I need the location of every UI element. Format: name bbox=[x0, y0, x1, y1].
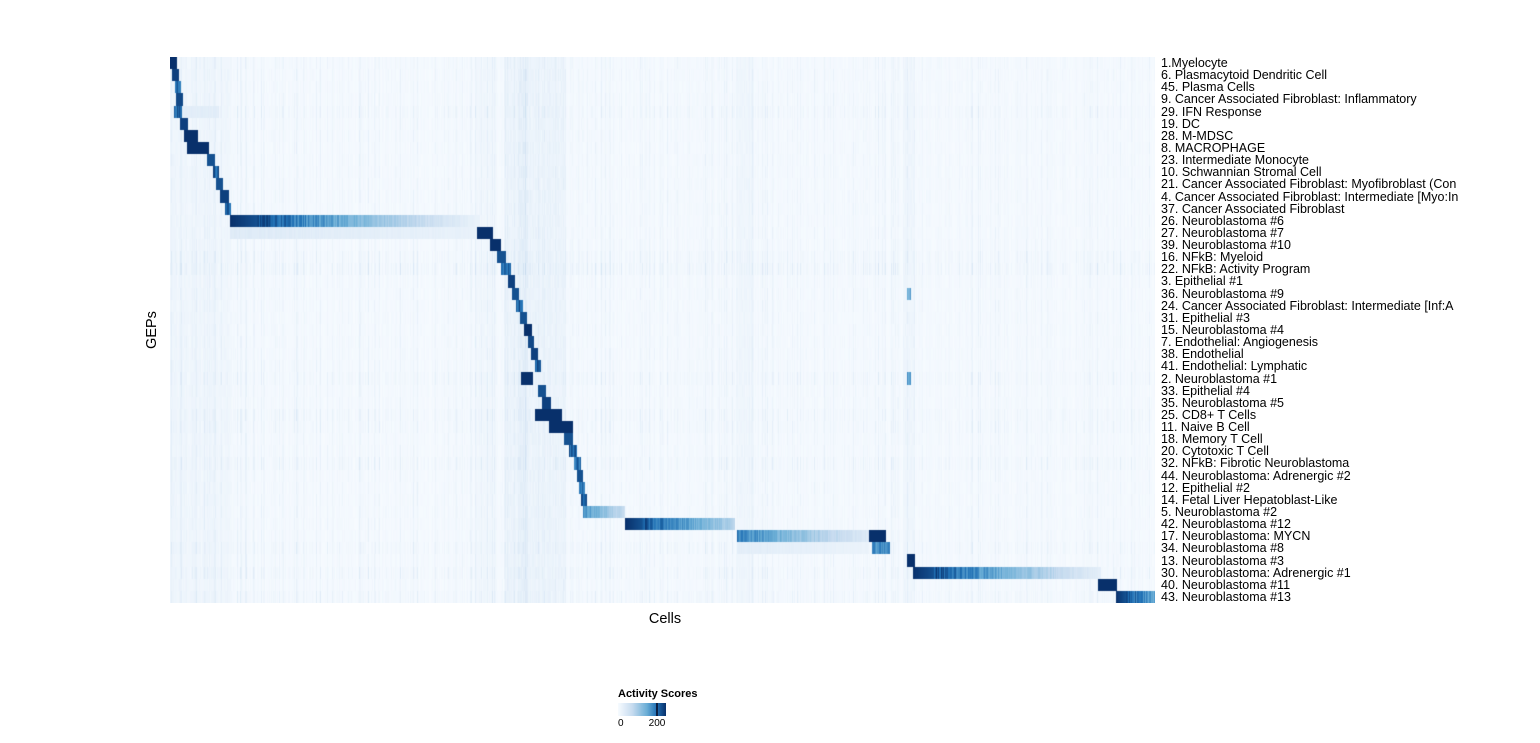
row-label: 18. Memory T Cell bbox=[1161, 432, 1263, 447]
row-label: 7. Endothelial: Angiogenesis bbox=[1161, 335, 1319, 350]
row-label: 43. Neuroblastoma #13 bbox=[1161, 589, 1291, 604]
row-label: 9. Cancer Associated Fibroblast: Inflamm… bbox=[1161, 92, 1417, 107]
row-label: 33. Epithelial #4 bbox=[1161, 383, 1250, 398]
legend-tick-labels: 0 200 bbox=[618, 718, 678, 730]
row-label: 12. Epithelial #2 bbox=[1161, 480, 1250, 495]
row-label: 26. Neuroblastoma #6 bbox=[1161, 213, 1284, 228]
row-label: 25. CD8+ T Cells bbox=[1161, 407, 1257, 422]
row-label: 32. NFkB: Fibrotic Neuroblastoma bbox=[1161, 456, 1350, 471]
row-label: 16. NFkB: Myeloid bbox=[1161, 250, 1264, 265]
row-label: 31. Epithelial #3 bbox=[1161, 310, 1250, 325]
y-axis-label: GEPs bbox=[144, 311, 160, 349]
row-label: 1.Myelocyte bbox=[1161, 56, 1228, 71]
row-labels: 1.Myelocyte 6. Plasmacytoid Dendritic Cel… bbox=[1161, 56, 1540, 604]
row-label: 24. Cancer Associated Fibroblast: Interm… bbox=[1161, 298, 1454, 313]
row-label: 37. Cancer Associated Fibroblast bbox=[1161, 201, 1345, 216]
legend-gradient-bar bbox=[618, 703, 666, 716]
row-label: 28. M-MDSC bbox=[1161, 128, 1234, 143]
row-label: 29. IFN Response bbox=[1161, 104, 1262, 119]
row-label: 13. Neuroblastoma #3 bbox=[1161, 553, 1284, 568]
row-label: 11. Naive B Cell bbox=[1161, 420, 1250, 435]
row-label: 3. Epithelial #1 bbox=[1161, 274, 1244, 289]
row-label: 15. Neuroblastoma #4 bbox=[1161, 322, 1284, 337]
row-label: 36. Neuroblastoma #9 bbox=[1161, 286, 1284, 301]
legend-tick-mark bbox=[656, 703, 659, 716]
heatmap-canvas bbox=[170, 57, 1155, 603]
row-label: 21. Cancer Associated Fibroblast: Myofib… bbox=[1161, 177, 1457, 192]
row-label: 19. DC bbox=[1161, 116, 1200, 131]
row-label: 4. Cancer Associated Fibroblast: Interme… bbox=[1161, 189, 1459, 204]
row-label: 8. MACROPHAGE bbox=[1161, 140, 1266, 155]
row-label: 39. Neuroblastoma #10 bbox=[1161, 238, 1291, 253]
legend-title: Activity Scores bbox=[618, 688, 698, 700]
row-label: 2. Neuroblastoma #1 bbox=[1161, 371, 1278, 386]
row-label: 45. Plasma Cells bbox=[1161, 80, 1255, 95]
x-axis-label: Cells bbox=[648, 611, 682, 627]
row-label: 6. Plasmacytoid Dendritic Cell bbox=[1161, 68, 1328, 83]
legend-tick-min: 0 bbox=[618, 718, 624, 729]
row-label: 34. Neuroblastoma #8 bbox=[1161, 541, 1284, 556]
row-label: 17. Neuroblastoma: MYCN bbox=[1161, 529, 1311, 544]
row-label: 42. Neuroblastoma #12 bbox=[1161, 517, 1291, 532]
row-label: 23. Intermediate Monocyte bbox=[1161, 153, 1309, 168]
row-label: 10. Schwannian Stromal Cell bbox=[1161, 165, 1322, 180]
legend: Activity Scores 0 200 bbox=[618, 688, 748, 730]
row-label: 35. Neuroblastoma #5 bbox=[1161, 395, 1284, 410]
legend-tick-max: 200 bbox=[648, 718, 666, 729]
row-label: 14. Fetal Liver Hepatoblast-Like bbox=[1161, 492, 1338, 507]
row-label: 30. Neuroblastoma: Adrenergic #1 bbox=[1161, 565, 1351, 580]
row-label: 40. Neuroblastoma #11 bbox=[1161, 577, 1291, 592]
row-label: 22. NFkB: Activity Program bbox=[1161, 262, 1311, 277]
row-label: 5. Neuroblastoma #2 bbox=[1161, 504, 1278, 519]
row-label: 44. Neuroblastoma: Adrenergic #2 bbox=[1161, 468, 1351, 483]
row-label: 20. Cytotoxic T Cell bbox=[1161, 444, 1269, 459]
row-label: 27. Neuroblastoma #7 bbox=[1161, 225, 1284, 240]
row-label: 41. Endothelial: Lymphatic bbox=[1161, 359, 1308, 374]
row-label: 38. Endothelial bbox=[1161, 347, 1244, 362]
